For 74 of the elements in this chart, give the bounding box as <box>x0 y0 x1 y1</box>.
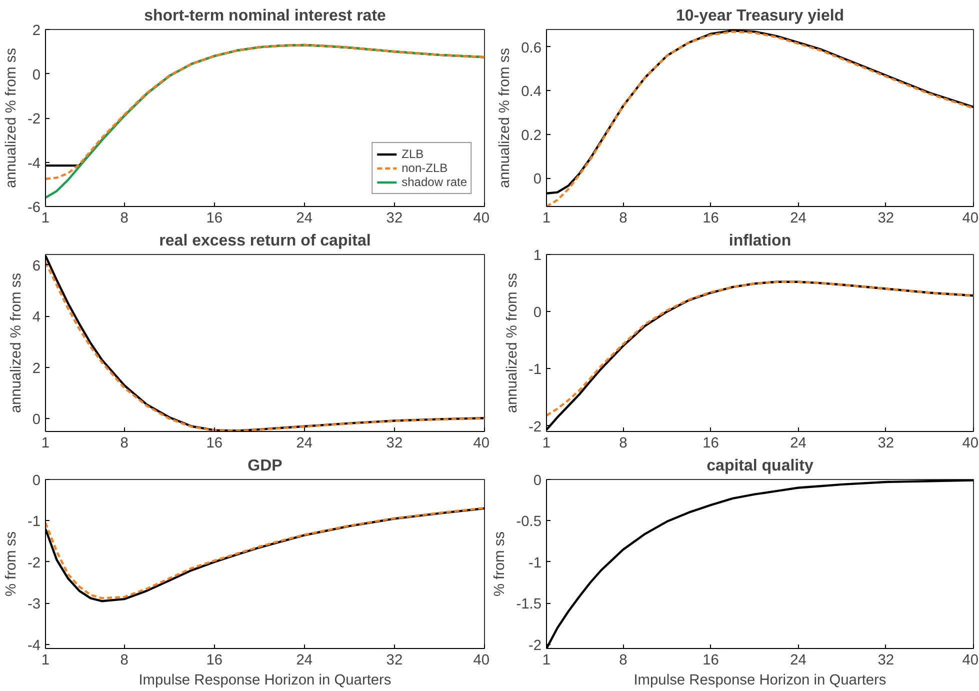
x-tick-label: 8 <box>120 436 128 452</box>
chart-title: capital quality <box>706 458 814 474</box>
y-tick-label: -1 <box>27 514 41 530</box>
legend-label: non-ZLB <box>402 161 448 175</box>
legend-label: shadow rate <box>402 175 467 189</box>
y-tick-label: -2 <box>528 638 542 654</box>
y-tick-label: -0.5 <box>516 514 542 530</box>
y-tick-label: 0 <box>533 305 542 322</box>
y-tick-label: 0.2 <box>521 128 542 144</box>
y-tick-label: -3 <box>27 596 41 613</box>
x-tick-label: 16 <box>206 436 223 452</box>
chart-title: short-term nominal interest rate <box>144 8 386 24</box>
x-tick-label: 8 <box>619 436 628 452</box>
y-tick-label: -6 <box>27 200 41 216</box>
y-tick-label: 0 <box>32 67 41 84</box>
x-tick-label: 40 <box>962 436 979 452</box>
x-tick-label: 8 <box>619 210 628 226</box>
y-tick-label: -2 <box>528 419 542 436</box>
y-tick-label: 0.4 <box>521 84 542 100</box>
y-tick-label: -2 <box>27 555 41 572</box>
y-tick-label: 2 <box>32 23 41 39</box>
x-axis-title: Impulse Response Horizon in Quarters <box>634 672 886 688</box>
x-tick-label: 32 <box>386 210 403 226</box>
x-tick-label: 40 <box>962 652 979 668</box>
x-tick-label: 32 <box>386 652 403 668</box>
y-tick-label: -4 <box>27 638 41 654</box>
x-tick-label: 24 <box>790 436 806 452</box>
x-tick-label: 24 <box>296 210 313 226</box>
x-tick-label: 8 <box>120 652 128 668</box>
y-axis-title: annualized % from ss <box>8 272 24 414</box>
legend-label: ZLB <box>402 147 424 161</box>
x-tick-label: 8 <box>120 210 128 226</box>
x-tick-label: 40 <box>473 652 490 668</box>
y-tick-label: 0 <box>533 172 542 188</box>
x-tick-label: 32 <box>878 436 894 452</box>
x-tick-label: 24 <box>296 436 313 452</box>
y-tick-label: -4 <box>27 156 41 172</box>
y-tick-label: 4 <box>32 310 41 326</box>
y-axis-title: annualized % from ss <box>504 272 520 414</box>
chart-title: real excess return of capital <box>159 232 371 250</box>
x-tick-label: 40 <box>962 210 979 226</box>
y-tick-label: 0 <box>32 473 41 489</box>
y-tick-label: 6 <box>32 258 41 274</box>
y-tick-label: -1 <box>528 362 542 378</box>
x-tick-label: 8 <box>619 652 628 668</box>
x-axis-title: Impulse Response Horizon in Quarters <box>138 672 392 688</box>
y-tick-label: 2 <box>32 360 41 377</box>
y-tick-label: -2 <box>27 112 41 128</box>
x-tick-label: 32 <box>386 436 403 452</box>
x-tick-label: 16 <box>702 436 719 452</box>
y-tick-label: 1 <box>533 248 542 264</box>
x-tick-label: 16 <box>702 210 719 226</box>
x-tick-label: 24 <box>790 210 806 226</box>
y-axis-title: % from ss <box>492 531 508 597</box>
y-tick-label: 0.6 <box>521 40 542 56</box>
y-axis-title: annualized % from ss <box>497 48 514 188</box>
y-axis-title: % from ss <box>3 531 20 597</box>
x-tick-label: 16 <box>702 652 719 668</box>
chart-title: inflation <box>728 232 792 250</box>
x-tick-label: 24 <box>790 652 806 668</box>
x-tick-label: 32 <box>878 210 894 226</box>
x-tick-label: 16 <box>206 652 223 668</box>
x-tick-label: 40 <box>473 436 490 452</box>
y-axis-title: annualized % from ss <box>3 48 20 188</box>
y-tick-label: -1.5 <box>516 596 542 613</box>
x-tick-label: 32 <box>878 652 894 668</box>
y-tick-label: -1 <box>528 555 542 572</box>
chart-title: GDP <box>248 458 283 474</box>
chart-title: 10-year Treasury yield <box>676 8 844 24</box>
x-tick-label: 40 <box>473 210 490 226</box>
y-tick-label: 0 <box>533 473 542 489</box>
x-tick-label: 24 <box>296 652 313 668</box>
x-tick-label: 16 <box>206 210 223 226</box>
y-tick-label: 0 <box>32 412 41 428</box>
